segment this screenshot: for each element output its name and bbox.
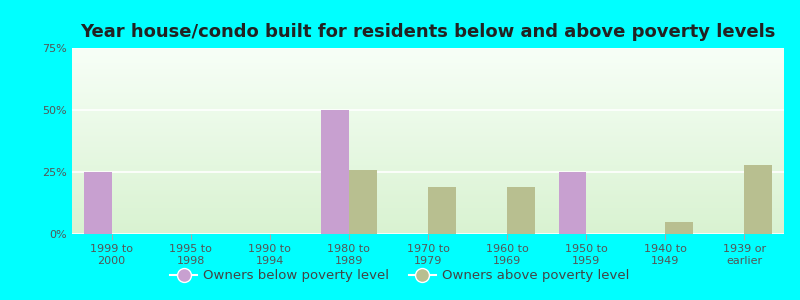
Bar [321,110,349,234]
Bar [558,172,586,234]
Title: Year house/condo built for residents below and above poverty levels: Year house/condo built for residents bel… [80,23,776,41]
Bar [745,165,772,234]
Bar [84,172,111,234]
Bar [666,222,693,234]
Bar [507,187,534,234]
Legend: Owners below poverty level, Owners above poverty level: Owners below poverty level, Owners above… [165,264,635,287]
Bar [428,187,456,234]
Bar [349,169,377,234]
